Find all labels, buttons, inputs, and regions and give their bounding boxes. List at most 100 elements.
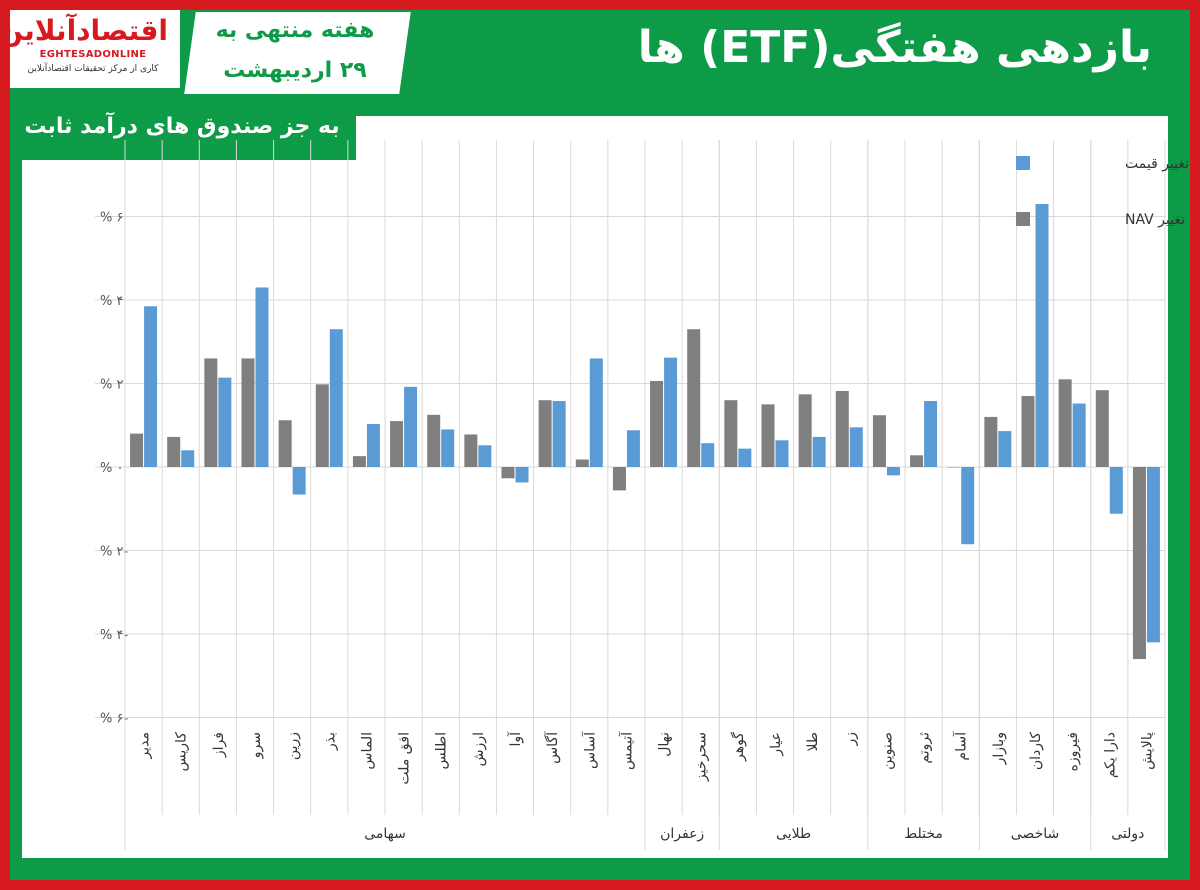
- category-label: سحرخیز: [694, 732, 710, 782]
- bar-nav: [241, 358, 255, 467]
- bar-nav: [427, 414, 441, 467]
- bar-price: [1146, 467, 1160, 643]
- category-label: کاریس: [174, 732, 190, 772]
- bar-nav: [352, 456, 366, 467]
- y-tick-label: -۲ %: [100, 545, 128, 560]
- bar-nav: [1095, 390, 1109, 467]
- bar-price: [218, 377, 232, 467]
- bar-nav: [130, 433, 144, 467]
- category-label: دارا یکم: [1102, 732, 1118, 778]
- bar-nav: [687, 329, 701, 467]
- category-label: عیار: [768, 732, 784, 757]
- bar-price: [255, 287, 269, 467]
- category-label: نهال: [657, 732, 673, 757]
- bar-price: [849, 427, 863, 467]
- bar-price: [1035, 203, 1049, 467]
- bar-price: [626, 430, 640, 467]
- legend-swatch: [1016, 212, 1030, 226]
- bar-nav: [1058, 379, 1072, 467]
- bar-nav: [724, 400, 738, 467]
- page-title: بازدهی هفتگی(ETF) ها: [637, 22, 1152, 73]
- bar-nav: [575, 459, 589, 467]
- bar-nav: [315, 384, 329, 467]
- bar-price: [478, 445, 492, 467]
- y-tick-label: -۴ %: [100, 628, 128, 643]
- bar-price: [404, 386, 418, 467]
- logo-text: اقتصادآنلاین: [0, 14, 168, 47]
- bar-price: [515, 467, 529, 483]
- y-tick-label: ۲ %: [100, 378, 124, 393]
- bar-nav: [204, 358, 218, 467]
- bar-nav: [278, 420, 292, 467]
- bar-nav: [872, 415, 886, 467]
- bar-nav: [910, 455, 924, 467]
- bar-nav: [538, 400, 552, 467]
- bar-price: [552, 401, 566, 467]
- subtitle-box: [22, 108, 356, 160]
- logo-subtext: کاری از مرکز تحقیقات اقتصادآنلاین: [27, 64, 159, 74]
- bar-price: [441, 429, 455, 467]
- logo-latin-text: EGHTESADONLINE: [39, 49, 147, 60]
- bar-nav: [501, 467, 515, 479]
- bar-price: [181, 450, 195, 467]
- bar-nav: [650, 380, 664, 467]
- category-label: پالایش: [1139, 732, 1155, 770]
- date-line-2: ۲۹ اردیبهشت: [223, 58, 367, 83]
- bar-nav: [798, 394, 812, 467]
- category-label: صنوین: [879, 732, 895, 770]
- category-label: آتیمس: [618, 731, 635, 770]
- y-tick-label: ۶ %: [100, 211, 123, 226]
- group-label: شاخصی: [1011, 826, 1059, 842]
- category-label: بذر: [322, 732, 338, 751]
- bar-price: [1072, 403, 1086, 467]
- date-line-1: هفته منتهی به: [215, 18, 375, 43]
- category-label: طلا: [805, 732, 821, 752]
- category-label: آساس: [581, 731, 598, 769]
- bar-nav: [390, 421, 404, 467]
- bar-nav: [1132, 467, 1146, 660]
- bar-price: [589, 358, 603, 467]
- group-label: طلایی: [776, 826, 811, 842]
- bar-price: [775, 440, 789, 467]
- bar-nav: [464, 434, 478, 467]
- legend-label: تغییر قیمت: [1125, 156, 1189, 172]
- bar-price: [738, 448, 752, 467]
- category-label: الماس: [359, 732, 375, 770]
- group-label: مختلط: [904, 826, 943, 842]
- bar-price: [292, 467, 306, 495]
- category-label: زرین: [285, 732, 301, 760]
- y-tick-label: -۶ %: [100, 712, 128, 727]
- bar-nav: [1021, 396, 1035, 467]
- bar-price: [664, 357, 678, 467]
- category-label: اطلس: [434, 732, 450, 770]
- bar-price: [961, 467, 975, 545]
- bar-price: [1109, 467, 1123, 514]
- group-label: دولتی: [1111, 826, 1144, 842]
- category-label: زر: [842, 732, 858, 747]
- bar-price: [998, 431, 1012, 467]
- category-label: آوا: [507, 731, 524, 747]
- legend-label: تغییر NAV: [1125, 212, 1185, 228]
- legend-swatch: [1016, 156, 1030, 170]
- category-label: وبازار: [991, 732, 1007, 765]
- category-label: فراز: [211, 732, 227, 758]
- bar-nav: [984, 416, 998, 467]
- bar-price: [366, 423, 380, 467]
- group-label: سهامی: [364, 826, 406, 842]
- bar-nav: [167, 436, 181, 467]
- category-label: آگاس: [544, 731, 561, 764]
- category-label: مدیر: [137, 732, 153, 759]
- bar-nav: [612, 467, 626, 491]
- bar-nav: [761, 404, 775, 467]
- bar-nav: [947, 467, 961, 468]
- bar-price: [886, 467, 900, 476]
- y-tick-label: ۰ %: [100, 461, 123, 476]
- category-label: افق ملت: [397, 732, 413, 785]
- bar-price: [812, 436, 826, 467]
- logo-box: [10, 10, 180, 88]
- category-label: ارزش: [471, 732, 487, 767]
- category-label: کاردان: [1028, 732, 1044, 770]
- category-label: ثروتم: [917, 732, 933, 764]
- chart-subtitle: به جز صندوق های درآمد ثابت: [24, 114, 340, 139]
